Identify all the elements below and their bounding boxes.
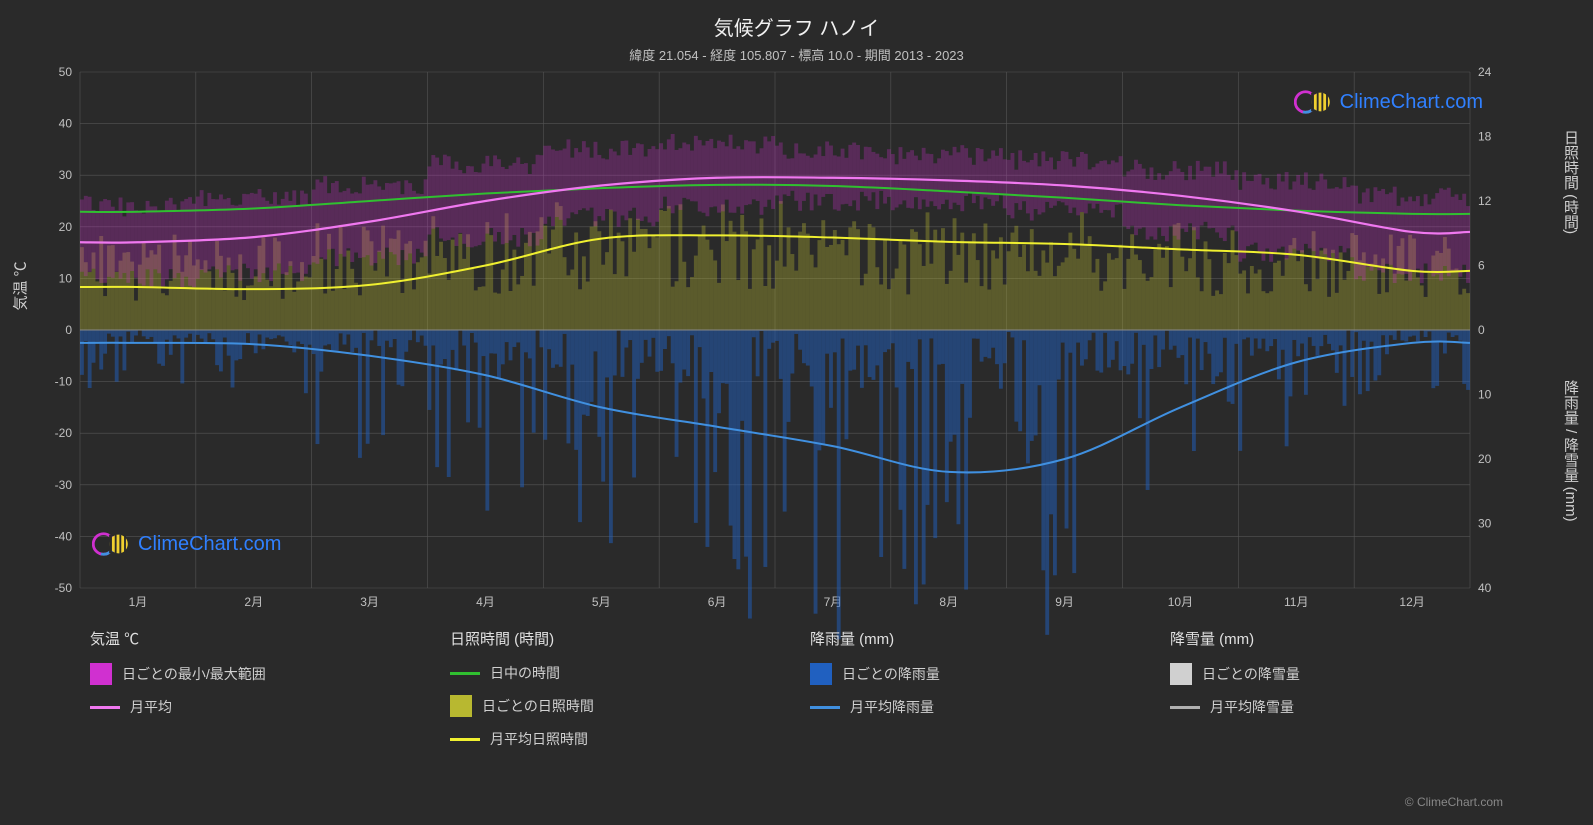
legend-group-title: 降雪量 (mm) [1170,628,1490,649]
svg-text:10: 10 [59,271,73,285]
svg-text:0: 0 [1478,323,1485,337]
svg-text:11月: 11月 [1284,595,1308,609]
svg-text:30: 30 [1478,517,1492,531]
legend-item: 日ごとの降雪量 [1170,663,1490,685]
legend-label: 日中の時間 [490,663,560,683]
legend-swatch [450,672,480,675]
legend-swatch [1170,706,1200,709]
svg-text:10月: 10月 [1168,595,1193,609]
svg-text:50: 50 [59,65,73,79]
svg-text:12: 12 [1478,194,1492,208]
svg-text:20: 20 [59,220,73,234]
svg-text:12月: 12月 [1399,595,1424,609]
legend-item: 月平均降雪量 [1170,697,1490,717]
watermark-top: ClimeChart.com [1294,88,1483,116]
legend-group-title: 降雨量 (mm) [810,628,1130,649]
svg-text:18: 18 [1478,130,1492,144]
legend-label: 日ごとの降雨量 [842,664,940,684]
svg-text:-40: -40 [55,529,73,543]
legend-group: 日照時間 (時間) 日中の時間日ごとの日照時間月平均日照時間 [450,628,770,761]
svg-text:4月: 4月 [476,595,495,609]
legend-group: 気温 ℃ 日ごとの最小/最大範囲月平均 [90,628,410,761]
svg-text:40: 40 [1478,581,1492,595]
svg-text:10: 10 [1478,388,1492,402]
legend-item: 日ごとの最小/最大範囲 [90,663,410,685]
svg-text:6月: 6月 [708,595,727,609]
climechart-logo-icon [92,530,130,558]
watermark-copyright: © ClimeChart.com [1405,795,1503,809]
legend-item: 日ごとの日照時間 [450,695,770,717]
chart-svg: -50-40-30-20-100102030405006121824102030… [80,72,1470,588]
legend-swatch [810,663,832,685]
legend-swatch [450,695,472,717]
chart-title: 気候グラフ ハノイ [0,0,1593,41]
legend-swatch [90,663,112,685]
climechart-logo-icon [1294,88,1332,116]
svg-text:2月: 2月 [244,595,263,609]
watermark-text: ClimeChart.com [138,533,281,556]
legend-label: 月平均日照時間 [490,729,588,749]
watermark-bottom: ClimeChart.com [92,530,281,558]
svg-text:5月: 5月 [592,595,611,609]
legend-label: 月平均降雪量 [1210,697,1294,717]
svg-text:9月: 9月 [1055,595,1074,609]
svg-text:30: 30 [59,168,73,182]
legend-swatch [90,706,120,709]
svg-text:0: 0 [65,323,72,337]
legend-label: 日ごとの降雪量 [1202,664,1300,684]
legend-swatch [810,706,840,709]
svg-text:8月: 8月 [939,595,958,609]
legend-item: 月平均日照時間 [450,729,770,749]
svg-text:-50: -50 [55,581,73,595]
legend-item: 日ごとの降雨量 [810,663,1130,685]
legend-label: 日ごとの日照時間 [482,696,594,716]
legend-item: 月平均 [90,697,410,717]
svg-text:40: 40 [59,117,73,131]
legend-label: 日ごとの最小/最大範囲 [122,664,266,684]
svg-text:24: 24 [1478,65,1492,79]
legend-group-title: 日照時間 (時間) [450,628,770,649]
svg-text:6: 6 [1478,259,1485,273]
svg-text:3月: 3月 [360,595,379,609]
svg-text:1月: 1月 [129,595,148,609]
legend-label: 月平均降雨量 [850,697,934,717]
legend-group: 降雪量 (mm) 日ごとの降雪量月平均降雪量 [1170,628,1490,761]
svg-text:-30: -30 [55,478,73,492]
legend-item: 日中の時間 [450,663,770,683]
watermark-text: ClimeChart.com [1340,91,1483,114]
legend: 気温 ℃ 日ごとの最小/最大範囲月平均 日照時間 (時間) 日中の時間日ごとの日照時間… [90,628,1490,761]
legend-label: 月平均 [130,697,172,717]
chart-subtitle: 緯度 21.054 - 経度 105.807 - 標高 10.0 - 期間 20… [0,41,1593,64]
y-axis-label-right-bottom: 降雨量 / 降雪量 (mm) [1560,380,1581,522]
svg-text:20: 20 [1478,452,1492,466]
legend-group-title: 気温 ℃ [90,628,410,649]
y-axis-label-left: 気温 ℃ [10,261,31,310]
y-axis-label-right-top: 日照時間 (時間) [1560,130,1581,234]
svg-text:-10: -10 [55,375,73,389]
legend-swatch [1170,663,1192,685]
chart-plot-area: -50-40-30-20-100102030405006121824102030… [80,72,1470,588]
legend-item: 月平均降雨量 [810,697,1130,717]
svg-text:-20: -20 [55,426,73,440]
legend-group: 降雨量 (mm) 日ごとの降雨量月平均降雨量 [810,628,1130,761]
legend-swatch [450,738,480,741]
